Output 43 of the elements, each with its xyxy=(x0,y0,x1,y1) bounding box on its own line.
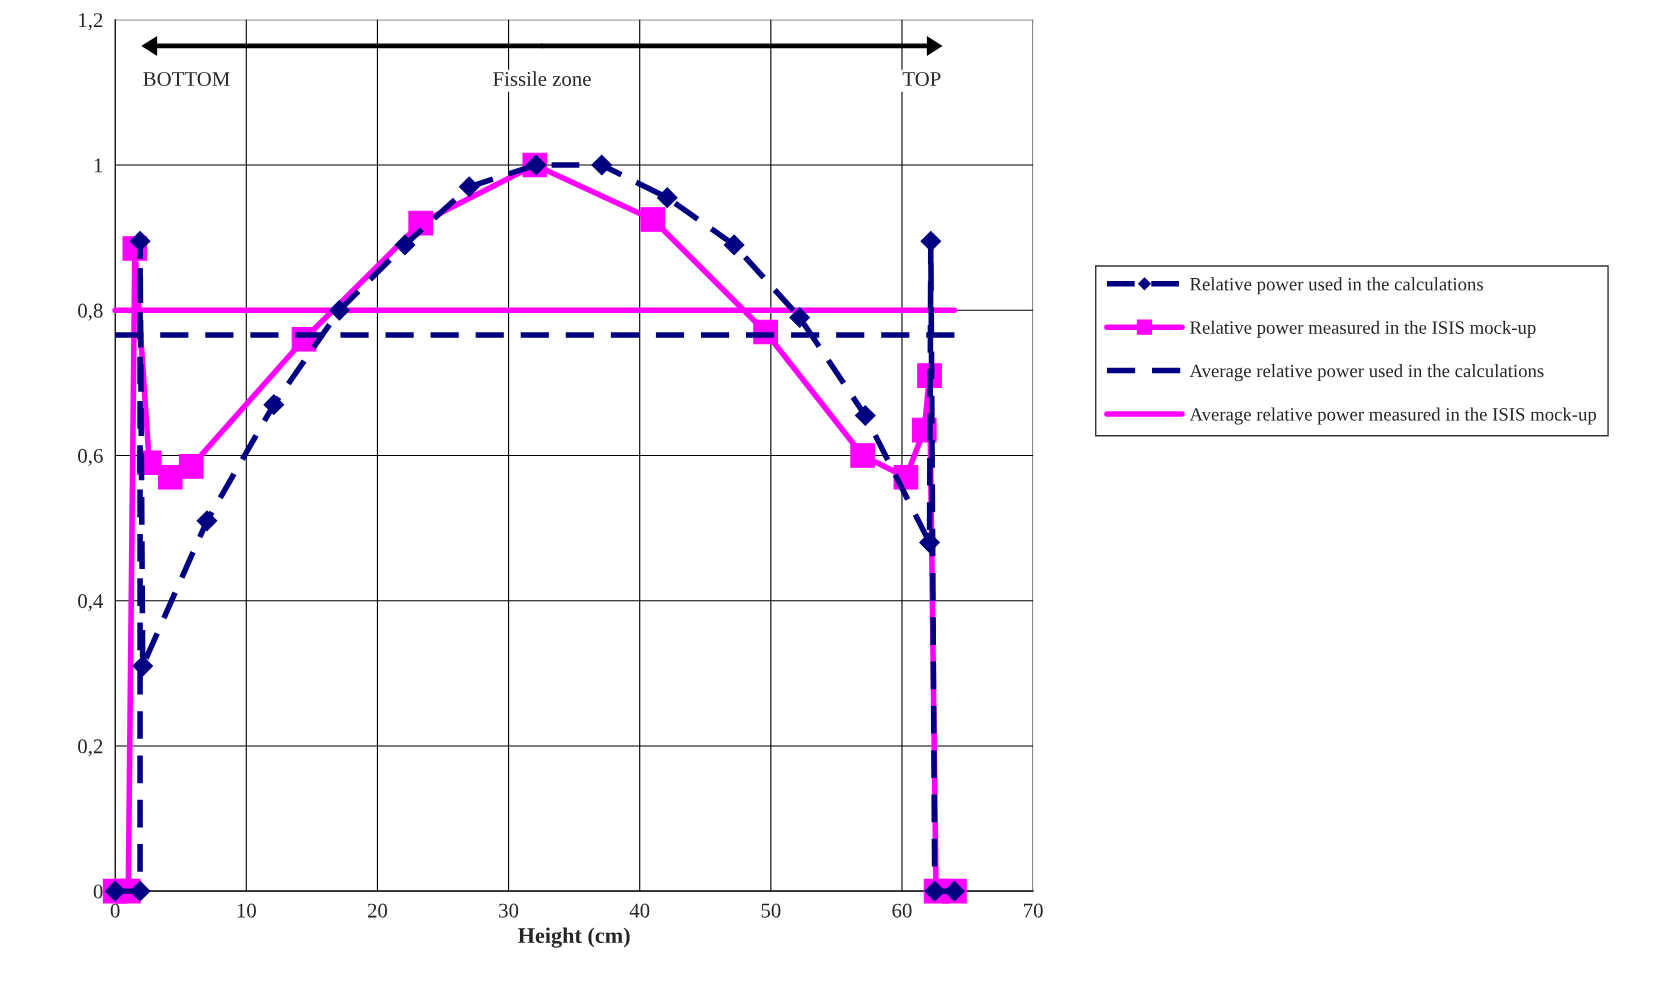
annotation: TOP xyxy=(902,71,941,86)
point xyxy=(920,230,942,252)
legend-label: Relative power measured in the ISIS mock-up xyxy=(1190,320,1536,338)
y-tick-label: 0 xyxy=(93,884,103,899)
point xyxy=(196,510,218,532)
point xyxy=(408,210,434,236)
point xyxy=(850,443,875,468)
point xyxy=(129,230,151,252)
y-tick-label: 1,2 xyxy=(79,13,103,31)
y-tick-label: 1 xyxy=(94,158,103,173)
point xyxy=(129,880,151,902)
annotation: BOTTOM xyxy=(143,71,230,86)
legend-label: Relative power used in the calculations xyxy=(1190,277,1483,295)
point xyxy=(394,234,416,256)
point xyxy=(723,234,745,256)
annotation: Fissile zone xyxy=(493,71,591,86)
legend-label: Average relative power measured in the ISIS mock-up xyxy=(1189,407,1597,425)
x-tick-label: 50 xyxy=(761,903,781,918)
point xyxy=(919,532,940,553)
x-tick-label: 30 xyxy=(499,903,519,918)
x-tick-label: 0 xyxy=(110,903,120,918)
y-tick-label: 0,2 xyxy=(78,739,103,757)
x-tick-label: 40 xyxy=(629,903,650,918)
x-tick-label: 60 xyxy=(892,903,912,918)
y-tick-label: 0,8 xyxy=(78,303,103,321)
y-tick-label: 0,4 xyxy=(78,594,104,612)
point xyxy=(854,405,876,426)
point xyxy=(789,307,811,328)
point xyxy=(157,464,183,490)
x-tick-label: 10 xyxy=(237,903,256,918)
point xyxy=(178,454,204,479)
point xyxy=(656,187,678,209)
legend-label: Average relative power used in the calculations xyxy=(1189,364,1544,382)
point xyxy=(458,176,480,198)
x-tick-label: 70 xyxy=(1024,903,1043,918)
point xyxy=(591,154,613,176)
x-tick-label: 20 xyxy=(367,903,388,918)
point xyxy=(132,655,154,677)
x-axis-title: Height (cm) xyxy=(518,927,630,948)
point xyxy=(263,394,285,415)
point xyxy=(640,207,666,232)
y-tick-label: 0,6 xyxy=(78,448,103,466)
point xyxy=(329,299,350,321)
